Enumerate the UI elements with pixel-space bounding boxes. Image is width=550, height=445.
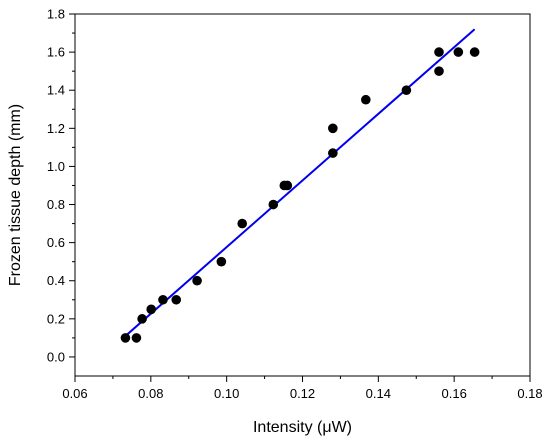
y-tick-label: 1.8 bbox=[47, 7, 65, 22]
data-point bbox=[469, 47, 480, 57]
data-points-layer bbox=[120, 47, 480, 343]
y-tick-label: 1.0 bbox=[47, 159, 65, 174]
data-point bbox=[282, 180, 293, 191]
data-point bbox=[137, 314, 147, 324]
data-point bbox=[131, 333, 142, 343]
y-tick-label: 1.6 bbox=[47, 45, 65, 60]
data-point bbox=[216, 256, 227, 267]
data-point bbox=[146, 304, 157, 315]
y-tick-label: 0.0 bbox=[47, 349, 65, 364]
y-tick-label: 0.6 bbox=[47, 235, 65, 250]
x-tick-label: 0.14 bbox=[366, 386, 391, 401]
x-tick-label: 0.06 bbox=[62, 386, 87, 401]
fit-line-layer bbox=[124, 28, 476, 337]
data-point bbox=[192, 275, 202, 286]
y-tick-label: 0.8 bbox=[47, 197, 65, 212]
fit-line bbox=[124, 28, 476, 337]
data-point bbox=[434, 47, 444, 57]
data-point bbox=[434, 66, 444, 76]
x-tick-label: 0.10 bbox=[214, 386, 239, 401]
data-point bbox=[120, 333, 131, 343]
y-tick-label: 0.2 bbox=[47, 311, 65, 326]
plot-frame bbox=[74, 13, 531, 377]
x-tick-label: 0.08 bbox=[138, 386, 163, 401]
x-tick-label: 0.16 bbox=[442, 386, 467, 401]
axis-ticks: 0.06 0.08 0.10 0.12 0.14 0.16 0.18 0.0 0.2 0.4 0.6… bbox=[47, 7, 543, 402]
y-tick-label: 1.4 bbox=[47, 83, 65, 98]
y-axis-title: Frozen tissue depth (mm) bbox=[7, 104, 24, 286]
x-tick-label: 0.18 bbox=[517, 386, 542, 401]
data-point bbox=[158, 294, 168, 305]
data-point bbox=[453, 47, 464, 57]
data-point bbox=[171, 294, 182, 305]
data-point bbox=[328, 123, 338, 134]
y-tick-label: 0.4 bbox=[47, 273, 65, 288]
data-point bbox=[361, 94, 371, 105]
x-axis-title: Intensity (μW) bbox=[253, 419, 352, 436]
data-point bbox=[268, 199, 279, 210]
data-point bbox=[401, 85, 412, 96]
y-tick-label: 1.2 bbox=[47, 121, 65, 136]
data-point bbox=[328, 148, 338, 158]
x-tick-label: 0.12 bbox=[290, 386, 315, 401]
data-point bbox=[237, 218, 248, 229]
